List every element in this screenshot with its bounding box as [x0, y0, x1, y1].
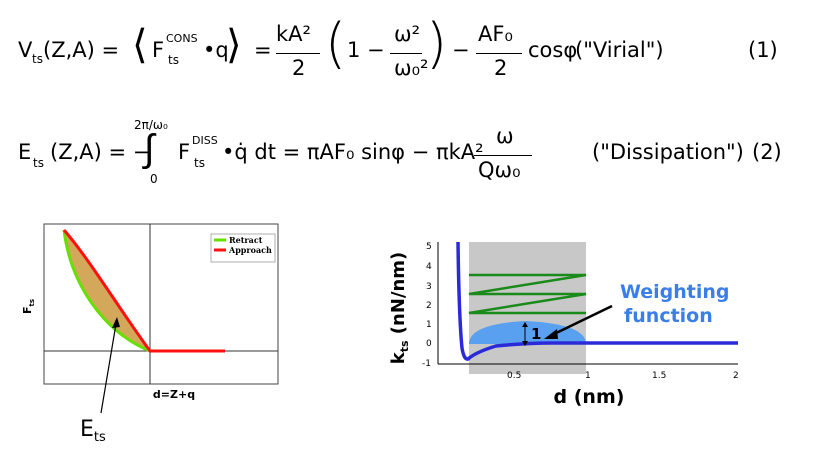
eq2-integrand: F: [178, 140, 191, 164]
right-plot-xlabel: d (nm): [554, 386, 625, 408]
ytick-1: 1: [426, 320, 432, 330]
force-distance-plot: Retract Approach Fts d=Z+q Ets: [21, 223, 279, 445]
left-plot-legend: Retract Approach: [210, 233, 276, 263]
eq1-paren-right: ): [426, 12, 448, 75]
eq1-frac2-num: ω²: [394, 22, 421, 46]
eq1-number: (1): [748, 38, 778, 62]
ytick-4: 4: [426, 262, 432, 272]
eq1-frac1-den: 2: [292, 56, 306, 80]
equation-dissipation: E ts (Z,A) = − 2π/ω₀ ∫ 0 F DISS ts •q̇ d…: [0, 118, 825, 198]
eq2-lhs: E: [18, 140, 32, 164]
eq1-frac3-bar: [476, 53, 522, 54]
eq1-minus: −: [452, 38, 470, 62]
eq1-equals: =: [254, 38, 272, 62]
eq1-frac3-num: AF₀: [478, 22, 513, 46]
retract-curve: [62, 229, 225, 353]
eq2-label: ("Dissipation"): [592, 140, 744, 164]
unit-marker-arrow-up: [522, 322, 528, 327]
eq1-angle-right: ⟩: [226, 22, 242, 68]
ytick-minus1: -1: [422, 359, 431, 369]
weighting-annotation-line2: function: [624, 305, 713, 327]
legend-approach-label: Approach: [228, 245, 272, 255]
eq1-angle-left: ⟨: [132, 22, 148, 68]
eq1-args: (Z,A) =: [43, 38, 120, 62]
left-plot-ylabel: Fts: [21, 299, 36, 314]
stiffness-plot: 5 4 3 2 1 0 -1 0.5 1 1.5 2 1 Weighting f…: [388, 241, 739, 408]
legend-retract-label: Retract: [229, 235, 263, 245]
eq1-frac2-den: ω₀²: [394, 56, 429, 80]
xtick-2: 2: [733, 371, 739, 381]
right-plot-xticks: 0.5 1 1.5 2: [507, 371, 739, 381]
approach-curve: [62, 229, 225, 353]
unit-marker-label: 1: [531, 325, 541, 343]
right-plot-ylabel: kts (nN/nm): [388, 252, 411, 365]
annotation-arrow-line: [100, 323, 117, 414]
eq1-paren-left: (: [325, 12, 347, 75]
weighting-pointer-head: [544, 329, 558, 339]
left-plot-annotation: Ets: [80, 417, 106, 445]
oscillation-trace: [468, 273, 587, 315]
stiffness-curve: [456, 241, 738, 361]
eq1-frac2-bar: [390, 53, 422, 54]
eq2-integrand-tail: •q̇ dt = πAF₀ sinφ − πkA²: [222, 140, 484, 164]
eq1-frac1-num: kA²: [276, 22, 311, 46]
ytick-0: 0: [426, 339, 432, 349]
left-plot-xlabel: d=Z+q: [153, 388, 195, 401]
eq1-bracket-term: F: [152, 38, 165, 62]
eq2-lhs-sub: ts: [33, 156, 44, 170]
eq2-frac-den: Qω₀: [478, 158, 521, 182]
eq2-number: (2): [752, 140, 782, 164]
weighting-annotation-line1: Weighting: [620, 281, 730, 303]
xtick-1-5: 1.5: [652, 371, 666, 381]
eq2-int-lower: 0: [150, 172, 158, 186]
weighting-pointer-line: [551, 304, 613, 337]
eq1-frac1-bar: [276, 53, 320, 54]
unit-marker-arrow-down: [522, 341, 528, 346]
cantilever-amplitude-shade: [469, 242, 586, 374]
ytick-5: 5: [426, 242, 432, 252]
ytick-3: 3: [426, 282, 432, 292]
eq2-int-upper: 2π/ω₀: [134, 118, 168, 132]
xtick-0-5: 0.5: [507, 371, 521, 381]
eq1-label: ("Virial"): [575, 38, 664, 62]
eq1-paren-one: 1 −: [347, 38, 385, 62]
eq2-integral-sign: ∫: [144, 126, 155, 170]
eq2-args: (Z,A) = −: [50, 140, 151, 164]
annotation-arrow-head: [112, 317, 120, 328]
eq1-tail: cosφ: [528, 38, 578, 62]
right-plot-yticks: 5 4 3 2 1 0 -1: [422, 242, 432, 369]
xtick-1: 1: [585, 371, 591, 381]
eq2-frac-bar: [474, 155, 532, 156]
eq2-integrand-sup: DISS: [192, 134, 218, 147]
eq2-integrand-sub: ts: [194, 156, 205, 170]
eq2-frac-num: ω: [496, 124, 514, 148]
eq1-bracket-sub: ts: [168, 53, 179, 67]
eq1-frac3-den: 2: [494, 56, 508, 80]
eq1-bracket-tail: •q: [203, 38, 229, 62]
ytick-2: 2: [426, 301, 432, 311]
eq1-bracket-sup: CONS: [166, 32, 198, 45]
